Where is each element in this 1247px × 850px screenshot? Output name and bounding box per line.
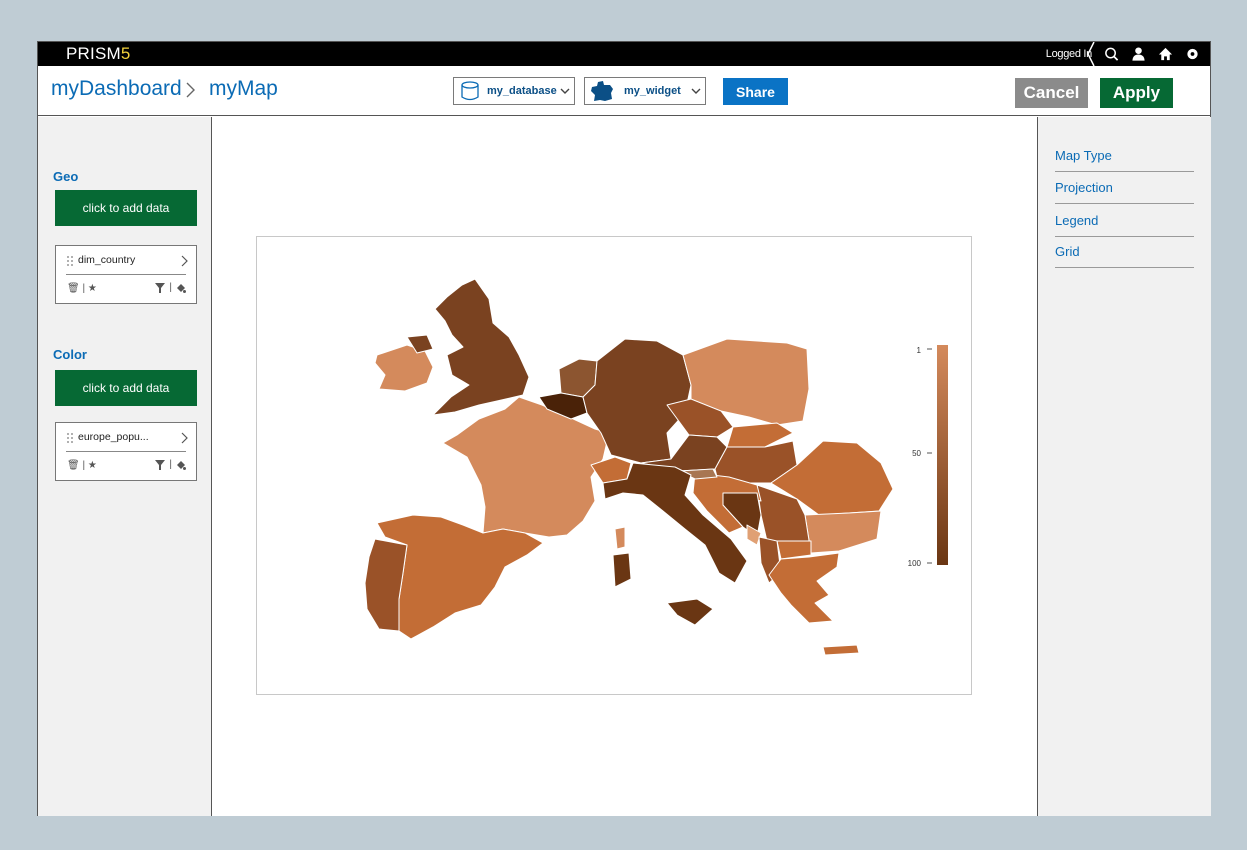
legend-tick-label: 50 xyxy=(912,449,921,458)
field-tools-right: | xyxy=(155,282,186,293)
country-france[interactable] xyxy=(442,396,610,538)
geo-field-card[interactable]: dim_country 🗑 | ★ | xyxy=(55,245,197,304)
field-divider xyxy=(66,274,186,275)
map-canvas: 1 50 100 xyxy=(212,117,1037,816)
options-sidebar: Map Type Projection Legend Grid xyxy=(1037,117,1211,816)
breadcrumb-dashboard[interactable]: myDashboard xyxy=(51,77,182,100)
country-italy[interactable] xyxy=(602,462,748,584)
option-projection[interactable]: Projection xyxy=(1055,180,1194,204)
field-divider xyxy=(66,451,186,452)
chevron-down-icon xyxy=(691,88,701,94)
option-legend[interactable]: Legend xyxy=(1055,213,1194,237)
legend-tick-label: 100 xyxy=(908,559,922,568)
drag-handle-icon[interactable] xyxy=(66,255,74,267)
tool-separator: | xyxy=(169,282,172,293)
chevron-right-icon[interactable] xyxy=(180,432,188,444)
chevron-right-icon xyxy=(186,82,195,98)
legend-tick-label: 1 xyxy=(917,346,922,355)
color-field-name: europe_popu... xyxy=(78,431,149,443)
user-icon[interactable] xyxy=(1131,46,1146,62)
country-uk[interactable] xyxy=(432,278,530,416)
data-sidebar: Geo click to add data dim_country 🗑 | ★ … xyxy=(38,117,212,816)
cancel-button[interactable]: Cancel xyxy=(1015,78,1088,108)
map-widget[interactable]: 1 50 100 xyxy=(256,236,972,695)
app-window: PRISM5 Logged In myDashboard myMap my_da… xyxy=(37,41,1211,816)
geo-title: Geo xyxy=(53,169,79,184)
country-switzerland[interactable] xyxy=(590,456,632,484)
color-add-data-button[interactable]: click to add data xyxy=(55,370,197,406)
widget-label: my_widget xyxy=(624,85,681,97)
geo-add-data-button[interactable]: click to add data xyxy=(55,190,197,226)
color-field-card[interactable]: europe_popu... 🗑 | ★ | xyxy=(55,422,197,481)
geo-field-name: dim_country xyxy=(78,254,136,266)
country-crete[interactable] xyxy=(822,644,860,656)
logged-in-label[interactable]: Logged In xyxy=(1045,48,1093,60)
option-grid[interactable]: Grid xyxy=(1055,244,1194,268)
country-greece[interactable] xyxy=(768,552,840,624)
filter-icon[interactable] xyxy=(155,459,166,470)
country-corsica[interactable] xyxy=(614,526,626,550)
drag-handle-icon[interactable] xyxy=(66,432,74,444)
settings-icon[interactable] xyxy=(1185,46,1200,62)
filter-icon[interactable] xyxy=(155,282,166,293)
field-tools-left: 🗑 | ★ xyxy=(67,460,97,471)
home-icon[interactable] xyxy=(1158,46,1173,62)
option-map-type[interactable]: Map Type xyxy=(1055,148,1194,172)
country-slovakia[interactable] xyxy=(726,422,794,448)
country-portugal[interactable] xyxy=(364,538,408,632)
top-bar: PRISM5 Logged In xyxy=(38,42,1210,66)
country-sicily[interactable] xyxy=(666,598,714,626)
chevron-down-icon xyxy=(560,88,570,94)
database-label: my_database xyxy=(487,85,557,97)
brand-logo: PRISM5 xyxy=(66,44,131,63)
header-bar: myDashboard myMap my_database my_widget … xyxy=(38,66,1210,116)
country-sardinia[interactable] xyxy=(612,552,632,588)
country-northern-ireland[interactable] xyxy=(406,334,434,354)
database-icon xyxy=(461,81,479,101)
field-tools-left: 🗑 | ★ xyxy=(67,283,97,294)
paint-icon[interactable] xyxy=(176,460,186,470)
star-icon[interactable]: ★ xyxy=(87,460,97,471)
trash-icon[interactable]: 🗑 xyxy=(67,460,80,471)
breadcrumb-page: myMap xyxy=(209,77,278,100)
apply-button[interactable]: Apply xyxy=(1100,78,1173,108)
trash-icon[interactable]: 🗑 xyxy=(67,283,80,294)
country-bulgaria[interactable] xyxy=(804,510,882,554)
legend-gradient-bar xyxy=(937,345,948,565)
star-icon[interactable]: ★ xyxy=(87,283,97,294)
tool-separator: | xyxy=(169,459,172,470)
paint-icon[interactable] xyxy=(176,283,186,293)
europe-choropleth-map[interactable]: 1 50 100 xyxy=(257,237,973,696)
country-ireland[interactable] xyxy=(374,344,434,392)
database-dropdown[interactable]: my_database xyxy=(453,77,575,105)
share-button[interactable]: Share xyxy=(723,78,788,105)
country-macedonia[interactable] xyxy=(776,540,812,560)
search-icon[interactable] xyxy=(1104,46,1119,62)
widget-dropdown[interactable]: my_widget xyxy=(584,77,706,105)
color-title: Color xyxy=(53,347,87,362)
map-icon xyxy=(591,81,613,101)
field-tools-right: | xyxy=(155,459,186,470)
top-icons xyxy=(1104,46,1200,62)
country-montenegro[interactable] xyxy=(746,524,762,546)
divider-chevron-icon xyxy=(1087,42,1095,66)
chevron-right-icon[interactable] xyxy=(180,255,188,267)
